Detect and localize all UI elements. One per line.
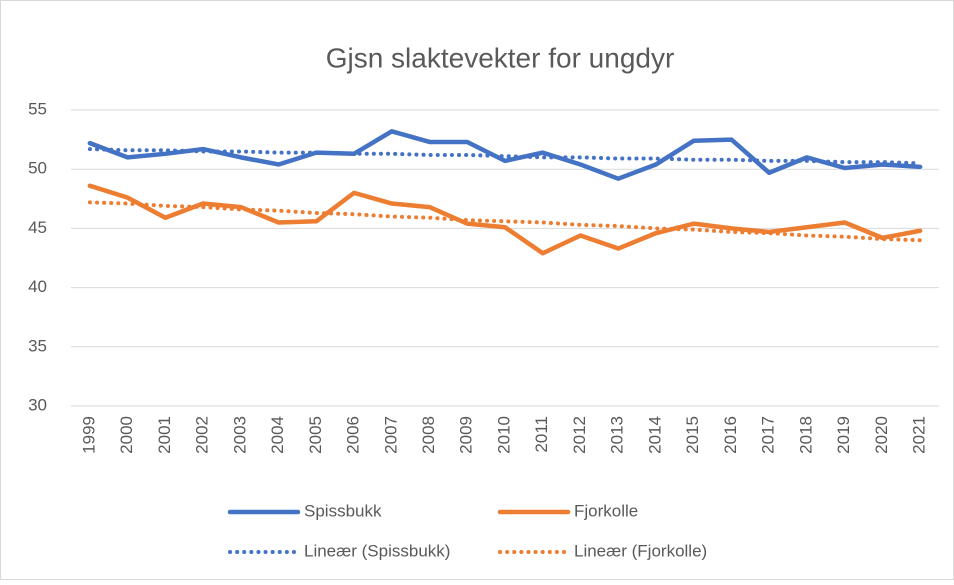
x-tick-label: 2017 xyxy=(759,416,778,454)
y-tick-label: 50 xyxy=(28,159,47,178)
x-tick-label: 2018 xyxy=(796,416,815,454)
x-tick-label: 1999 xyxy=(79,416,98,454)
x-tick-label: 2016 xyxy=(721,416,740,454)
legend-label: Fjorkolle xyxy=(574,501,638,520)
series-line xyxy=(87,129,923,181)
chart-title: Gjsn slaktevekter for ungdyr xyxy=(326,42,675,73)
y-tick-label: 45 xyxy=(28,218,47,237)
x-tick-label: 2007 xyxy=(381,416,400,454)
x-tick-label: 2000 xyxy=(117,416,136,454)
x-tick-label: 2019 xyxy=(834,416,853,454)
legend-label: Spissbukk xyxy=(304,501,382,520)
x-tick-label: 2001 xyxy=(155,416,174,454)
y-tick-label: 55 xyxy=(28,99,47,118)
x-tick-label: 2002 xyxy=(193,416,212,454)
x-tick-label: 2010 xyxy=(494,416,513,454)
x-tick-label: 2008 xyxy=(419,416,438,454)
legend-label: Lineær (Fjorkolle) xyxy=(574,541,707,560)
series-line xyxy=(87,183,923,256)
x-tick-label: 2014 xyxy=(645,416,664,454)
x-tick-label: 2004 xyxy=(268,416,287,454)
x-tick-label: 2006 xyxy=(344,416,363,454)
x-tick-label: 2013 xyxy=(608,416,627,454)
x-tick-label: 2005 xyxy=(306,416,325,454)
y-tick-label: 35 xyxy=(28,336,47,355)
y-tick-label: 30 xyxy=(28,395,47,414)
x-tick-label: 2012 xyxy=(570,416,589,454)
x-tick-label: 2021 xyxy=(910,416,929,454)
x-tick-label: 2003 xyxy=(230,416,249,454)
x-tick-label: 2011 xyxy=(532,416,551,453)
x-tick-label: 2020 xyxy=(872,416,891,454)
x-tick-label: 2009 xyxy=(457,416,476,454)
x-tick-label: 2015 xyxy=(683,416,702,454)
y-tick-label: 40 xyxy=(28,277,47,296)
legend-label: Lineær (Spissbukk) xyxy=(304,541,450,560)
